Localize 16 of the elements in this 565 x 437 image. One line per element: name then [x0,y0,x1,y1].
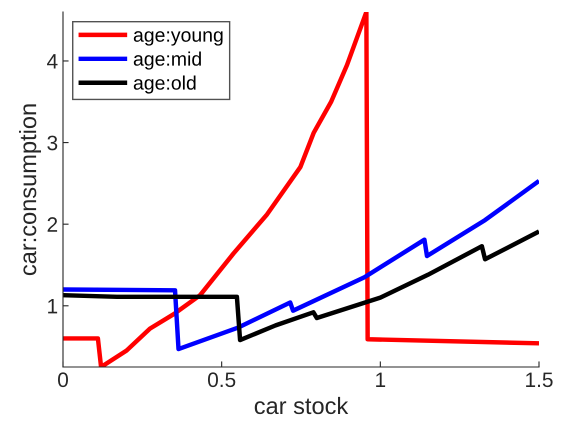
y-tick-label: 2 [48,217,58,232]
x-axis-title: car stock [254,396,348,414]
y-tick-label: 4 [47,54,58,69]
y-axis-title: car:consumption [18,104,41,276]
x-tick-label: 1.5 [526,372,553,388]
y-tick-label: 1 [48,299,58,314]
x-tick-label: 1 [376,372,386,387]
line-series [63,229,539,342]
x-tick-label: 0 [58,372,68,388]
x-tick-label: 0.5 [208,372,236,388]
line-series [63,178,539,352]
line-series [63,12,539,367]
legend-label: age:old [134,75,196,94]
y-tick-label: 3 [47,136,58,150]
legend-label: age:mid [134,52,201,70]
legend-label: age:young [134,31,223,46]
